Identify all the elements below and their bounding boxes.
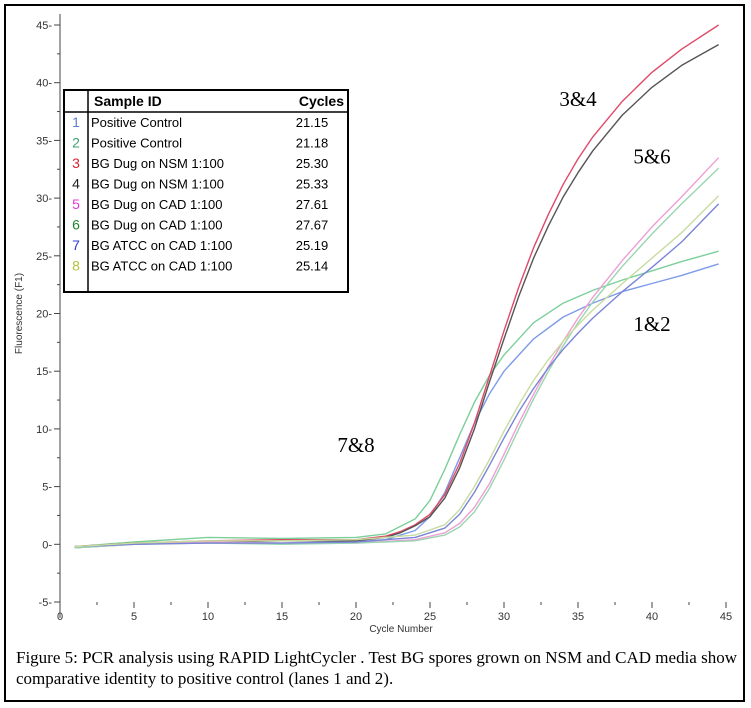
legend-row-cycles: 21.18 bbox=[296, 136, 329, 151]
x-tick-label: 25 bbox=[424, 611, 436, 623]
x-tick-label: 30 bbox=[498, 611, 510, 623]
x-tick-label: 15 bbox=[276, 611, 288, 623]
legend-row-number: 4 bbox=[72, 176, 80, 192]
legend-row-cycles: 25.19 bbox=[296, 238, 329, 253]
legend-row-number: 1 bbox=[72, 114, 80, 130]
series-line-8 bbox=[74, 195, 720, 548]
legend-row-number: 3 bbox=[72, 155, 80, 171]
figure-caption: Figure 5: PCR analysis using RAPID Light… bbox=[16, 648, 737, 688]
legend-row-cycles: 25.30 bbox=[296, 156, 329, 171]
figure-frame: -5- 0- 5- 10- 15- 20- 25- 30- 35- 40- 45- 0 5 10 15 20 2… bbox=[4, 4, 745, 702]
legend-row-cycles: 27.61 bbox=[296, 197, 329, 212]
y-tick-label: 5- bbox=[42, 482, 52, 494]
pcr-chart: -5-0-5-10-15-20-25-30-35-40-45-0 5 10 15 20 2… bbox=[14, 14, 739, 638]
x-tick-label: 35 bbox=[572, 611, 584, 623]
legend-row-sample: Positive Control bbox=[91, 136, 182, 151]
x-tick-label: 10 bbox=[202, 611, 214, 623]
x-tick-label: 5 bbox=[131, 611, 137, 623]
legend-row-cycles: 25.33 bbox=[296, 177, 329, 192]
series-line-2 bbox=[74, 250, 719, 548]
legend-row-sample: BG Dug on CAD 1:100 bbox=[91, 218, 223, 233]
legend-header-sample-id: Sample ID bbox=[94, 93, 162, 109]
annotation-label: 5&6 bbox=[633, 144, 670, 168]
y-tick-label: 25- bbox=[36, 251, 52, 263]
legend-row-number: 5 bbox=[72, 196, 80, 212]
legend-header-cycles: Cycles bbox=[299, 93, 344, 109]
series-line-7 bbox=[74, 203, 720, 548]
legend-box bbox=[63, 89, 349, 293]
legend-row-cycles: 21.15 bbox=[296, 115, 329, 130]
legend-row-sample: Positive Control bbox=[91, 115, 182, 130]
legend-row-sample: BG ATCC on CAD 1:100 bbox=[91, 259, 232, 274]
legend-row-sample: BG Dug on CAD 1:100 bbox=[91, 197, 223, 212]
y-tick-label: 45- bbox=[36, 20, 52, 32]
series-line-6 bbox=[74, 167, 720, 549]
annotation-label: 1&2 bbox=[633, 312, 670, 336]
y-tick-label: -5- bbox=[39, 597, 53, 609]
annotation-label: 7&8 bbox=[337, 433, 374, 457]
y-tick-label: 35- bbox=[36, 135, 52, 147]
legend-row-sample: BG Dug on NSM 1:100 bbox=[91, 177, 224, 192]
y-tick-label: 10- bbox=[36, 424, 52, 436]
legend-row-number: 7 bbox=[72, 237, 80, 253]
y-tick-label: 0- bbox=[42, 539, 52, 551]
legend-row-number: 2 bbox=[72, 135, 80, 151]
legend-row-sample: BG Dug on NSM 1:100 bbox=[91, 156, 224, 171]
x-tick-label: 20 bbox=[350, 611, 362, 623]
x-tick-label: 40 bbox=[646, 611, 658, 623]
legend-row-sample: BG ATCC on CAD 1:100 bbox=[91, 238, 232, 253]
y-tick-label: 30- bbox=[36, 193, 52, 205]
y-axis-label: Fluorescence (F1) bbox=[14, 273, 25, 354]
series-line-4 bbox=[74, 43, 719, 548]
legend-row-cycles: 27.67 bbox=[296, 218, 329, 233]
legend-row-number: 6 bbox=[72, 217, 80, 233]
legend-row-cycles: 25.14 bbox=[296, 259, 329, 274]
legend-row-number: 8 bbox=[72, 258, 80, 274]
y-tick-label: 20- bbox=[36, 309, 52, 321]
annotation-label: 3&4 bbox=[559, 87, 597, 111]
y-tick-label: 15- bbox=[36, 366, 52, 378]
y-tick-label: 40- bbox=[36, 78, 52, 90]
x-tick-label: 0 bbox=[57, 611, 63, 623]
x-axis-label: Cycle Number bbox=[369, 624, 433, 635]
x-tick-label: 45 bbox=[720, 611, 732, 623]
